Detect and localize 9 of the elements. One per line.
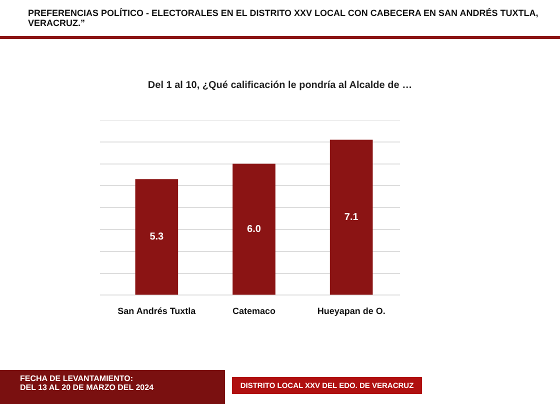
x-tick-label: San Andrés Tuxtla <box>118 306 197 316</box>
x-tick-label: Catemaco <box>232 306 276 316</box>
x-tick-label: Hueyapan de O. <box>317 306 386 316</box>
text: FECHA DE LEVANTAMIENTO: DEL 13 AL 20 DE MARZO DEL 2024 <box>0 370 225 404</box>
data-label: 6.0 <box>247 224 262 235</box>
chart-title: PREFERENCIAS POLÍTICO - ELECTORALES EN EL DISTRITO XXV LOCAL CON CABECERA EN SAN ANDRÉS TUXTLA, VERACRUZ.” <box>28 8 540 28</box>
data-label: 7.1 <box>344 212 359 223</box>
data-label: 5.3 <box>150 232 164 243</box>
chart-subtitle: Del 1 al 10, ¿Qué calificación le pondría al Alcalde de … <box>146 80 414 91</box>
